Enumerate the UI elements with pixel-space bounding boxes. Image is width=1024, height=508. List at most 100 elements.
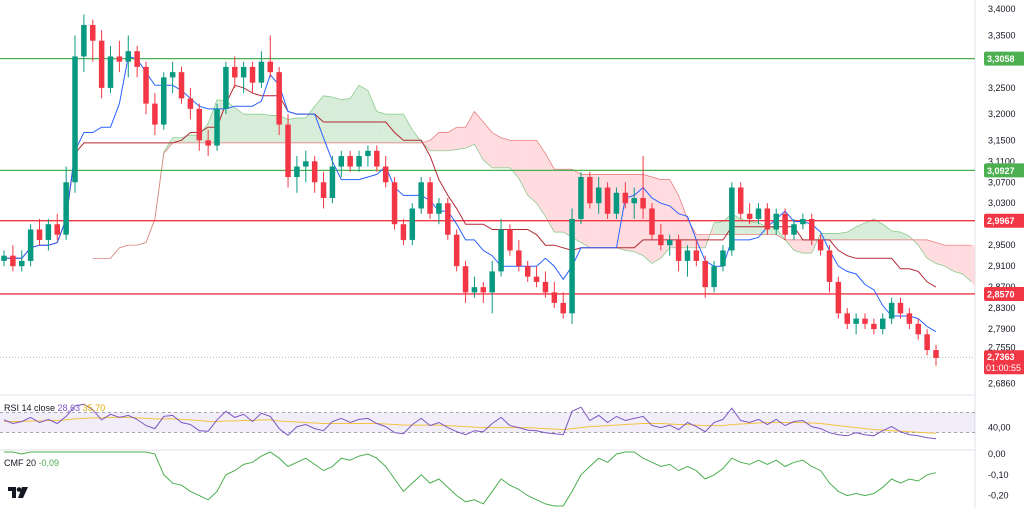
candle[interactable]	[1, 250, 7, 267]
candle[interactable]	[223, 61, 229, 115]
candle[interactable]	[906, 308, 913, 330]
candle[interactable]	[613, 187, 620, 219]
candle[interactable]	[418, 177, 424, 214]
candle[interactable]	[924, 329, 930, 356]
candle[interactable]	[81, 14, 87, 73]
candle[interactable]	[445, 198, 451, 240]
candle[interactable]	[578, 171, 584, 225]
candle[interactable]	[90, 19, 96, 62]
candle[interactable]	[826, 245, 833, 293]
candle[interactable]	[338, 150, 345, 178]
candle[interactable]	[879, 313, 886, 335]
candle[interactable]	[933, 344, 939, 366]
candle[interactable]	[800, 213, 806, 230]
candle[interactable]	[436, 198, 442, 225]
candle[interactable]	[161, 72, 167, 130]
candle[interactable]	[107, 45, 114, 94]
candle[interactable]	[143, 61, 149, 115]
candle[interactable]	[666, 234, 673, 256]
candle[interactable]	[27, 224, 34, 267]
candle[interactable]	[507, 224, 513, 256]
candle[interactable]	[480, 281, 487, 303]
candle[interactable]	[453, 229, 460, 272]
candle[interactable]	[791, 218, 797, 240]
candle[interactable]	[258, 51, 265, 88]
candle[interactable]	[746, 203, 753, 225]
candle[interactable]	[516, 239, 522, 272]
candle[interactable]	[347, 150, 353, 172]
candle[interactable]	[285, 114, 291, 188]
candle[interactable]	[196, 103, 203, 151]
candle[interactable]	[524, 260, 531, 282]
candle[interactable]	[125, 35, 132, 78]
candle[interactable]	[853, 313, 859, 335]
candle[interactable]	[249, 61, 256, 94]
candle[interactable]	[595, 177, 602, 214]
candle[interactable]	[871, 318, 877, 335]
candle[interactable]	[205, 129, 211, 157]
candle[interactable]	[400, 218, 407, 246]
candle[interactable]	[658, 224, 664, 251]
candle[interactable]	[684, 245, 691, 277]
candle[interactable]	[560, 292, 566, 319]
candle[interactable]	[808, 213, 815, 246]
candle[interactable]	[622, 182, 629, 209]
candle[interactable]	[10, 245, 16, 272]
candle[interactable]	[152, 93, 158, 136]
candle[interactable]	[471, 276, 478, 298]
candle[interactable]	[329, 156, 336, 204]
candle[interactable]	[489, 260, 495, 314]
candle[interactable]	[240, 61, 247, 94]
candle[interactable]	[19, 250, 25, 272]
candle[interactable]	[675, 234, 682, 272]
candle[interactable]	[631, 187, 637, 219]
candle[interactable]	[169, 61, 176, 94]
candle[interactable]	[232, 56, 238, 88]
candle[interactable]	[45, 218, 52, 251]
candle[interactable]	[729, 182, 735, 256]
candle[interactable]	[835, 276, 842, 319]
candle[interactable]	[773, 208, 779, 235]
candle[interactable]	[356, 150, 362, 172]
candle[interactable]	[63, 166, 69, 240]
candle[interactable]	[294, 156, 300, 193]
candle[interactable]	[711, 260, 717, 293]
candle[interactable]	[569, 208, 575, 324]
candle[interactable]	[888, 297, 895, 324]
candle[interactable]	[693, 239, 700, 267]
candle[interactable]	[462, 260, 469, 303]
candle[interactable]	[214, 103, 220, 151]
candle[interactable]	[365, 145, 371, 167]
candle[interactable]	[374, 145, 380, 172]
candle[interactable]	[844, 308, 850, 330]
candle[interactable]	[915, 318, 921, 340]
candle[interactable]	[640, 156, 646, 219]
candle[interactable]	[391, 177, 398, 230]
candle[interactable]	[54, 213, 61, 240]
candle[interactable]	[320, 171, 327, 209]
candle[interactable]	[764, 203, 771, 235]
candle[interactable]	[897, 297, 904, 319]
candle[interactable]	[116, 40, 123, 73]
candle[interactable]	[817, 234, 824, 256]
candle[interactable]	[551, 281, 558, 309]
candle[interactable]	[720, 245, 726, 272]
candle[interactable]	[382, 156, 389, 188]
candle[interactable]	[782, 208, 788, 240]
candle[interactable]	[267, 35, 274, 78]
candle[interactable]	[98, 30, 105, 99]
candle[interactable]	[311, 156, 318, 193]
candle[interactable]	[702, 255, 708, 298]
candle[interactable]	[72, 35, 78, 193]
candle[interactable]	[178, 66, 185, 104]
candle[interactable]	[737, 182, 744, 219]
candle[interactable]	[276, 66, 282, 136]
candle[interactable]	[427, 177, 433, 219]
candle[interactable]	[533, 266, 540, 288]
candle[interactable]	[755, 203, 762, 225]
candle[interactable]	[498, 218, 504, 277]
candle[interactable]	[649, 203, 655, 240]
candle[interactable]	[303, 150, 309, 183]
candle[interactable]	[134, 45, 140, 78]
